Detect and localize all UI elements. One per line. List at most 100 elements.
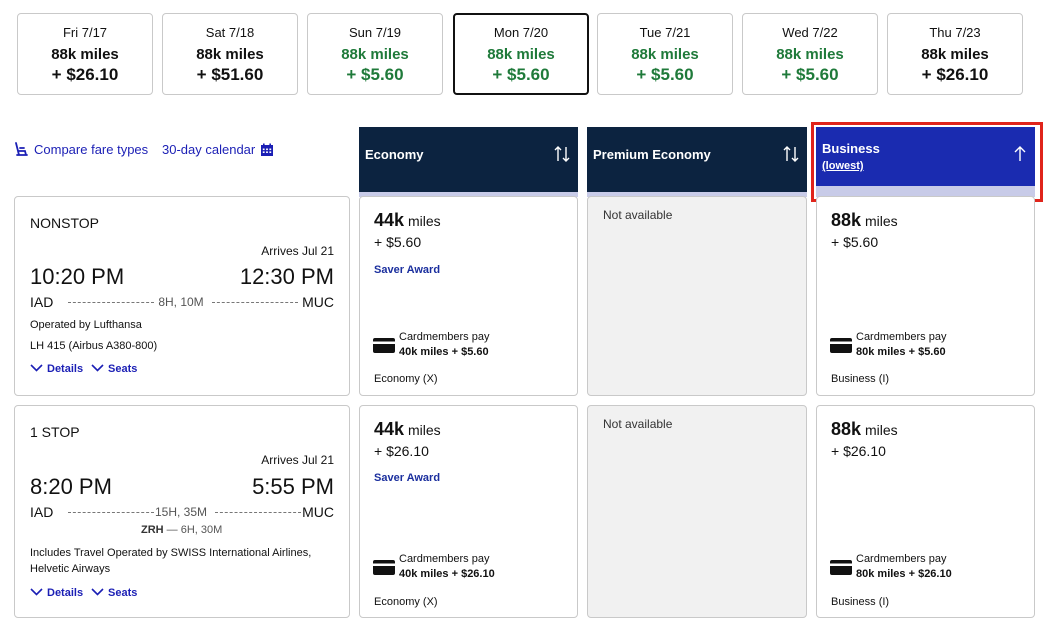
compare-fare-types-label: Compare fare types <box>34 142 149 157</box>
details-toggle[interactable]: Details <box>30 363 83 375</box>
date-label: Sun 7/19 <box>348 25 402 40</box>
business-fare-cell[interactable]: 88k miles + $26.10 Cardmembers pay 80k m… <box>816 405 1035 618</box>
premium-economy-fare-cell: Not available <box>587 405 807 618</box>
lowest-sort-indicator: (lowest) <box>822 160 864 172</box>
calendar-link-label: 30-day calendar <box>162 142 256 157</box>
economy-column-header[interactable]: Economy <box>359 127 578 197</box>
seats-toggle[interactable]: Seats <box>91 587 137 599</box>
arrival-date: Arrives Jul 21 <box>261 453 334 467</box>
date-miles: 88k miles <box>776 46 844 63</box>
destination-airport: MUC <box>302 294 334 310</box>
sort-icon[interactable] <box>783 145 799 168</box>
date-card-tue-7-21[interactable]: Tue 7/21 88k miles + $5.60 <box>597 13 733 95</box>
origin-airport: IAD <box>30 294 54 310</box>
saver-award-label: Saver Award <box>374 264 441 276</box>
not-available-label: Not available <box>603 208 673 222</box>
details-label: Details <box>47 363 84 375</box>
seats-label: Seats <box>108 363 138 375</box>
operated-by: Operated by Lufthansa <box>30 319 142 331</box>
date-miles: 88k miles <box>487 46 555 63</box>
seats-label: Seats <box>108 587 138 599</box>
arrow-up-icon[interactable] <box>1013 145 1027 168</box>
arrival-date: Arrives Jul 21 <box>261 244 334 258</box>
seats-toggle[interactable]: Seats <box>91 363 137 375</box>
cardmember-price: 40k miles + $5.60 <box>399 346 489 358</box>
cardmember-label: Cardmembers pay <box>856 553 947 565</box>
date-miles: 88k miles <box>631 46 699 63</box>
departure-time: 8:20 PM <box>30 474 112 499</box>
date-card-mon-7-20[interactable]: Mon 7/20 88k miles + $5.60 <box>453 13 589 95</box>
saver-award-label: Saver Award <box>374 472 441 484</box>
not-available-label: Not available <box>603 417 673 431</box>
fare-miles: 88k miles <box>831 210 898 230</box>
stops-label: NONSTOP <box>30 215 99 231</box>
arrival-time: 12:30 PM <box>239 264 334 289</box>
fare-class: Business (I) <box>831 596 890 608</box>
fare-price: + $26.10 <box>831 443 886 459</box>
cardmember-label: Cardmembers pay <box>856 331 947 343</box>
date-price: + $5.60 <box>346 65 404 84</box>
date-label: Thu 7/23 <box>929 25 981 40</box>
cardmember-label: Cardmembers pay <box>399 331 490 343</box>
premium-economy-column-header[interactable]: Premium Economy <box>587 127 807 197</box>
date-card-fri-7-17[interactable]: Fri 7/17 88k miles + $26.10 <box>17 13 153 95</box>
economy-header-label: Economy <box>365 147 424 162</box>
flight-duration: 15H, 35M <box>154 505 208 519</box>
economy-fare-cell[interactable]: 44k miles + $5.60 Saver Award Cardmember… <box>359 196 578 396</box>
cardmember-price: 80k miles + $5.60 <box>856 346 946 358</box>
premium-economy-fare-cell: Not available <box>587 196 807 396</box>
flight-card-1-stop: 1 STOP Arrives Jul 21 8:20 PM 5:55 PM IA… <box>14 405 350 618</box>
compare-fare-types-link[interactable]: Compare fare types <box>14 142 148 157</box>
business-header-label: Business <box>822 141 880 156</box>
fare-class: Business (I) <box>831 373 890 385</box>
date-card-sat-7-18[interactable]: Sat 7/18 88k miles + $51.60 <box>162 13 298 95</box>
stops-label: 1 STOP <box>30 424 80 440</box>
details-toggle[interactable]: Details <box>30 587 83 599</box>
flight-number: LH 415 (Airbus A380-800) <box>30 340 158 352</box>
flight-duration: 8H, 10M <box>158 295 204 309</box>
credit-card-icon <box>373 338 395 358</box>
date-label: Fri 7/17 <box>62 25 108 40</box>
calendar-icon <box>260 143 274 157</box>
economy-fare-cell[interactable]: 44k miles + $26.10 Saver Award Cardmembe… <box>359 405 578 618</box>
route-line <box>68 302 154 303</box>
origin-airport: IAD <box>30 504 54 520</box>
fare-price: + $26.10 <box>374 443 429 459</box>
date-price: + $26.10 <box>921 65 989 84</box>
business-column-header[interactable]: Business (lowest) <box>816 127 1035 197</box>
date-price: + $26.10 <box>51 65 119 84</box>
date-card-wed-7-22[interactable]: Wed 7/22 88k miles + $5.60 <box>742 13 878 95</box>
chevron-down-icon <box>30 587 43 599</box>
date-card-sun-7-19[interactable]: Sun 7/19 88k miles + $5.60 <box>307 13 443 95</box>
date-miles: 88k miles <box>196 46 264 63</box>
flight-card-nonstop: NONSTOP Arrives Jul 21 10:20 PM 12:30 PM… <box>14 196 350 396</box>
arrival-time: 5:55 PM <box>252 474 334 499</box>
header-strip <box>359 192 578 197</box>
date-price: + $5.60 <box>492 65 550 84</box>
date-price: + $5.60 <box>636 65 694 84</box>
calendar-link[interactable]: 30-day calendar <box>162 142 274 157</box>
date-price: + $5.60 <box>781 65 839 84</box>
premium-economy-header-label: Premium Economy <box>593 147 711 162</box>
sort-icon[interactable] <box>554 145 570 168</box>
date-miles: 88k miles <box>51 46 119 63</box>
credit-card-icon <box>830 338 852 358</box>
fare-miles: 44k miles <box>374 419 441 439</box>
fare-class: Economy (X) <box>374 373 438 385</box>
layover-duration: — 6H, 30M <box>166 524 223 536</box>
chevron-down-icon <box>91 587 104 599</box>
fare-price: + $5.60 <box>374 234 422 250</box>
header-strip <box>816 186 1035 197</box>
header-strip <box>587 192 807 197</box>
fare-miles: 88k miles <box>831 419 898 439</box>
business-fare-cell[interactable]: 88k miles + $5.60 Cardmembers pay 80k mi… <box>816 196 1035 396</box>
date-price: + $51.60 <box>196 65 264 84</box>
date-card-thu-7-23[interactable]: Thu 7/23 88k miles + $26.10 <box>887 13 1023 95</box>
date-label: Wed 7/22 <box>782 25 838 40</box>
operated-by: Includes Travel Operated by SWISS Intern… <box>30 547 312 575</box>
cardmember-label: Cardmembers pay <box>399 553 490 565</box>
route-line <box>215 512 301 513</box>
chevron-down-icon <box>91 363 104 375</box>
fare-miles: 44k miles <box>374 210 441 230</box>
date-label: Mon 7/20 <box>493 25 549 40</box>
